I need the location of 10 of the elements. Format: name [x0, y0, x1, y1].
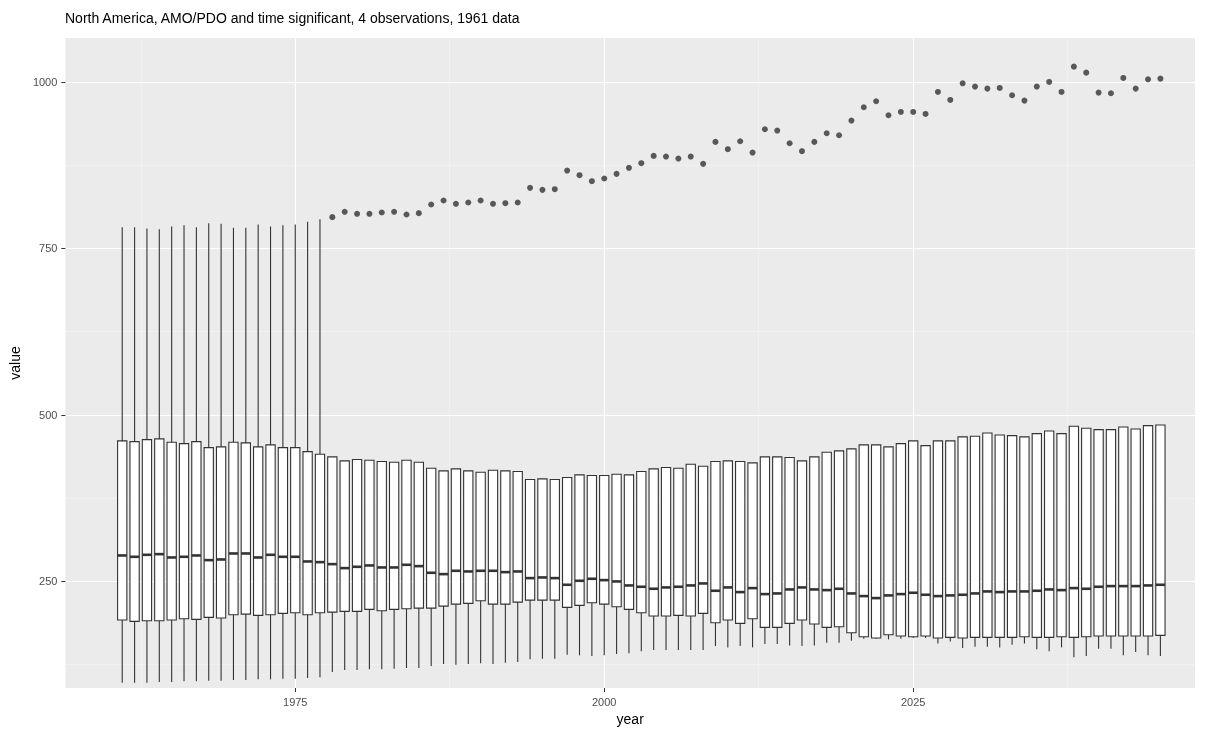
y-tick-label: 500: [39, 408, 58, 421]
y-tick-label: 750: [39, 242, 58, 255]
y-tick-label: 1000: [32, 75, 58, 88]
y-axis-title: value: [7, 346, 23, 380]
x-tick-label: 2025: [900, 695, 926, 708]
x-axis-title: year: [616, 711, 645, 727]
chart-title: North America, AMO/PDO and time significant, 4 observations, 1961 data: [65, 10, 520, 26]
x-tick-label: 1975: [283, 695, 308, 708]
y-tick-label: 250: [39, 575, 58, 588]
x-tick-label: 2000: [591, 695, 617, 708]
